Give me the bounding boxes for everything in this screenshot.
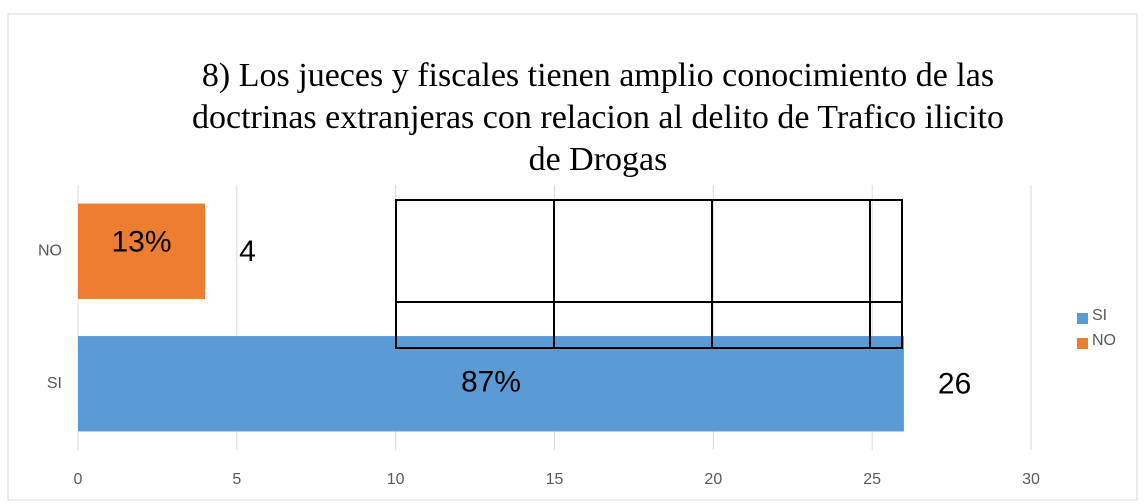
y-tick-label: NO [38, 242, 62, 259]
bar [78, 336, 904, 432]
legend-label: SI [1092, 307, 1107, 324]
chart-title: 8) Los jueces y fiscales tienen amplio c… [202, 57, 994, 94]
legend-label: NO [1092, 332, 1116, 349]
y-tick-label: SI [47, 375, 62, 392]
x-tick-label: 15 [546, 471, 564, 488]
percent-label: 87% [461, 366, 521, 399]
x-tick-label: 25 [863, 471, 881, 488]
legend-swatch [1077, 313, 1088, 324]
legend-swatch [1077, 338, 1088, 349]
x-tick-label: 5 [232, 471, 241, 488]
title: 8) Los jueces y fiscales tienen amplio c… [192, 57, 1004, 178]
x-tick-label: 0 [74, 471, 83, 488]
legend: SI NO [1077, 307, 1116, 349]
chart-title: de Drogas [529, 141, 668, 178]
percent-label: 13% [112, 225, 172, 258]
chart-title: doctrinas extranjeras con relacion al de… [192, 99, 1004, 136]
bars [78, 203, 904, 432]
x-tick-label: 30 [1022, 471, 1040, 488]
x-tick-label: 20 [704, 471, 722, 488]
value-label: 26 [938, 368, 971, 401]
x-tick-label: 10 [387, 471, 405, 488]
overlay-table [395, 199, 903, 349]
labels: 0 5 10 15 20 25 30 NO 4 13% SI 26 87% [38, 225, 1040, 488]
bar [78, 203, 206, 299]
value-label: 4 [239, 235, 256, 268]
